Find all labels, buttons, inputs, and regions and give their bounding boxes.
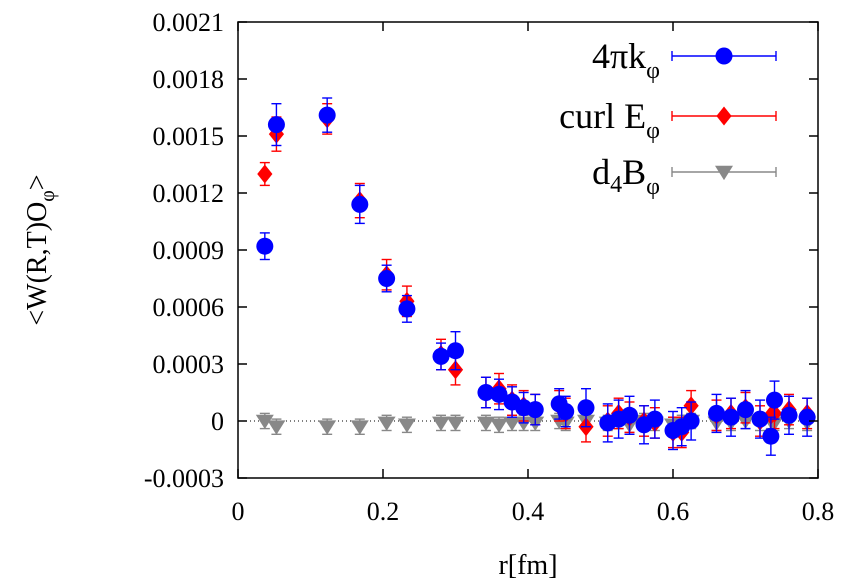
data-point — [255, 414, 274, 430]
y-tick-label: 0.0003 — [153, 350, 225, 379]
y-axis-label: <W(R,T)Oφ> — [22, 174, 59, 325]
y-tick-label: 0.0009 — [153, 236, 225, 265]
data-point — [350, 420, 369, 435]
data-point — [490, 385, 508, 403]
data-point — [514, 416, 533, 431]
y-tick-label: 0.0012 — [153, 179, 225, 208]
data-point — [378, 270, 396, 287]
data-point — [318, 106, 336, 124]
data-point — [318, 420, 337, 435]
data-point — [751, 410, 769, 428]
data-point — [377, 416, 396, 431]
data-point — [780, 406, 798, 424]
data-point — [682, 412, 700, 430]
data-point — [577, 399, 595, 417]
y-tick-label: 0 — [211, 407, 224, 436]
legend-label: d4Bφ — [592, 152, 660, 200]
series-0 — [256, 97, 816, 456]
series-1 — [257, 102, 815, 449]
data-point — [762, 427, 780, 445]
x-tick-label: 0.4 — [512, 497, 545, 526]
data-point — [257, 164, 273, 184]
data-point — [267, 420, 286, 435]
y-tick-label: -0.0003 — [144, 464, 224, 493]
data-point — [477, 384, 495, 401]
data-layer — [255, 97, 817, 456]
x-tick-label: 0 — [232, 497, 245, 526]
data-point — [490, 418, 508, 433]
y-tick-label: 0.0015 — [153, 122, 225, 151]
data-point — [432, 347, 450, 365]
data-point — [526, 401, 544, 419]
y-tick-label: 0.0021 — [153, 8, 225, 37]
data-point — [267, 116, 285, 134]
data-point — [397, 418, 416, 433]
data-point — [766, 391, 783, 409]
x-tick-label: 0.6 — [657, 497, 690, 526]
legend-label: curl Eφ — [559, 96, 660, 144]
data-point — [621, 406, 638, 424]
x-tick-label: 0.2 — [367, 497, 400, 526]
data-point — [256, 237, 274, 255]
y-tick-label: 0.0006 — [153, 293, 225, 322]
legend: 4πkφ curl Eφ d4Bφ — [559, 36, 777, 200]
data-point — [708, 404, 725, 422]
legend-label: 4πkφ — [592, 36, 660, 84]
data-point — [446, 416, 465, 431]
data-point — [398, 300, 416, 318]
data-point — [737, 401, 754, 419]
legend-marker — [716, 106, 732, 126]
x-axis-label: r[fm] — [498, 550, 557, 581]
data-point — [351, 195, 369, 213]
y-tick-label: 0.0018 — [153, 65, 225, 94]
data-point — [646, 410, 664, 428]
x-tick-label: 0.8 — [802, 497, 835, 526]
data-point — [503, 416, 522, 431]
data-point — [432, 416, 450, 431]
data-point — [557, 403, 575, 420]
data-point — [798, 408, 816, 426]
legend-marker — [715, 165, 733, 181]
tick-layer: 0 0.2 0.4 0.6 0.8 -0.0003 0 0.0003 0.0006 0.0009 0… — [144, 8, 834, 526]
data-point — [722, 408, 740, 426]
data-point — [447, 342, 464, 360]
legend-marker — [715, 47, 733, 65]
data-point — [476, 416, 495, 431]
